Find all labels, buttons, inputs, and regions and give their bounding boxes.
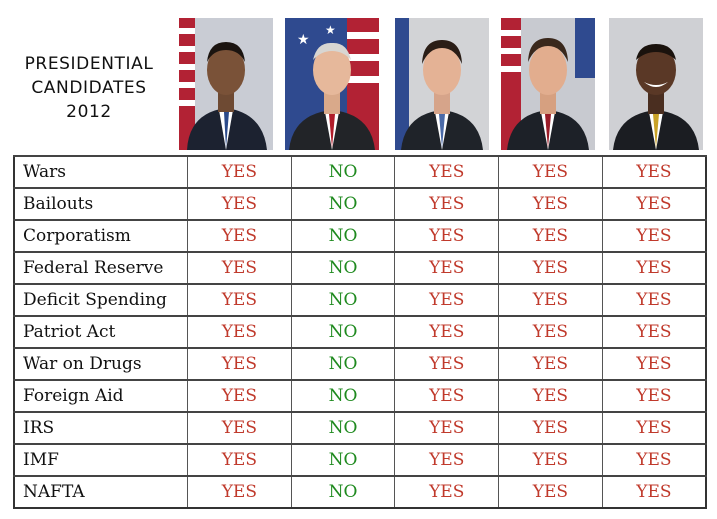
position-cell: YES: [498, 283, 603, 317]
table-row: Corporatism YES NO YES YES YES: [13, 219, 707, 253]
issue-label: Patriot Act: [13, 315, 188, 349]
position-cell: YES: [498, 155, 603, 189]
candidate-photo-2: ★ ★: [285, 18, 379, 150]
position-cell: NO: [290, 475, 396, 509]
table-row: Patriot Act YES NO YES YES YES: [13, 315, 707, 349]
position-cell: YES: [601, 379, 707, 413]
position-cell: YES: [601, 443, 707, 477]
position-cell: YES: [601, 283, 707, 317]
position-cell: NO: [290, 219, 396, 253]
table-row: Deficit Spending YES NO YES YES YES: [13, 283, 707, 317]
position-cell: YES: [601, 219, 707, 253]
position-cell: NO: [290, 187, 396, 221]
position-cell: YES: [601, 475, 707, 509]
position-cell: YES: [498, 187, 603, 221]
position-cell: YES: [601, 187, 707, 221]
issue-label: IRS: [13, 411, 188, 445]
position-cell: YES: [187, 219, 292, 253]
svg-text:★: ★: [297, 32, 310, 48]
candidate-photo-5: [609, 18, 703, 150]
position-cell: YES: [394, 283, 500, 317]
position-cell: NO: [290, 379, 396, 413]
position-cell: YES: [498, 475, 603, 509]
position-cell: NO: [290, 443, 396, 477]
position-cell: NO: [290, 283, 396, 317]
title-line-1: PRESIDENTIAL: [24, 54, 154, 74]
position-cell: YES: [187, 379, 292, 413]
position-cell: YES: [498, 251, 603, 285]
candidate-photo-1: [179, 18, 273, 150]
candidate-photo-3: [395, 18, 489, 150]
issue-label: IMF: [13, 443, 188, 477]
position-cell: YES: [187, 251, 292, 285]
position-cell: YES: [601, 251, 707, 285]
table-row: War on Drugs YES NO YES YES YES: [13, 347, 707, 381]
position-cell: YES: [498, 347, 603, 381]
table-row: IRS YES NO YES YES YES: [13, 411, 707, 445]
table-row: IMF YES NO YES YES YES: [13, 443, 707, 477]
position-cell: NO: [290, 155, 396, 189]
position-cell: YES: [394, 219, 500, 253]
position-cell: YES: [498, 411, 603, 445]
position-cell: YES: [187, 443, 292, 477]
svg-text:★: ★: [325, 23, 336, 37]
issue-label: Foreign Aid: [13, 379, 188, 413]
position-cell: YES: [187, 155, 292, 189]
position-cell: YES: [394, 443, 500, 477]
position-cell: YES: [187, 347, 292, 381]
title-line-3: 2012: [66, 102, 112, 122]
table-row: Bailouts YES NO YES YES YES: [13, 187, 707, 221]
position-cell: YES: [601, 411, 707, 445]
table-row: Wars YES NO YES YES YES: [13, 155, 707, 189]
issue-label: Corporatism: [13, 219, 188, 253]
position-cell: YES: [601, 347, 707, 381]
position-cell: YES: [601, 155, 707, 189]
position-cell: YES: [394, 315, 500, 349]
position-cell: YES: [394, 187, 500, 221]
candidate-photo-4: [501, 18, 595, 150]
table-row: Foreign Aid YES NO YES YES YES: [13, 379, 707, 413]
position-cell: NO: [290, 411, 396, 445]
position-cell: YES: [394, 475, 500, 509]
position-cell: YES: [187, 315, 292, 349]
position-cell: YES: [394, 347, 500, 381]
position-cell: YES: [187, 187, 292, 221]
table-body: Wars YES NO YES YES YES Bailouts YES NO YES YES YES…: [13, 155, 707, 509]
position-cell: YES: [394, 411, 500, 445]
position-cell: NO: [290, 347, 396, 381]
candidates-positions-table: Wars YES NO YES YES YES Bailouts YES NO YES YES YES…: [13, 155, 707, 509]
position-cell: YES: [498, 379, 603, 413]
position-cell: YES: [601, 315, 707, 349]
position-cell: YES: [187, 411, 292, 445]
position-cell: YES: [394, 155, 500, 189]
issue-label: Wars: [13, 155, 188, 189]
position-cell: YES: [187, 283, 292, 317]
table-row: Federal Reserve YES NO YES YES YES: [13, 251, 707, 285]
issue-label: Federal Reserve: [13, 251, 188, 285]
position-cell: YES: [187, 475, 292, 509]
issue-label: NAFTA: [13, 475, 188, 509]
position-cell: NO: [290, 315, 396, 349]
chart-title: PRESIDENTIAL CANDIDATES 2012: [8, 52, 170, 124]
position-cell: YES: [498, 443, 603, 477]
issue-label: Bailouts: [13, 187, 188, 221]
table-row: NAFTA YES NO YES YES YES: [13, 475, 707, 509]
position-cell: YES: [498, 219, 603, 253]
issue-label: War on Drugs: [13, 347, 188, 381]
position-cell: YES: [394, 379, 500, 413]
position-cell: NO: [290, 251, 396, 285]
position-cell: YES: [498, 315, 603, 349]
position-cell: YES: [394, 251, 500, 285]
issue-label: Deficit Spending: [13, 283, 188, 317]
title-line-2: CANDIDATES: [31, 78, 147, 98]
